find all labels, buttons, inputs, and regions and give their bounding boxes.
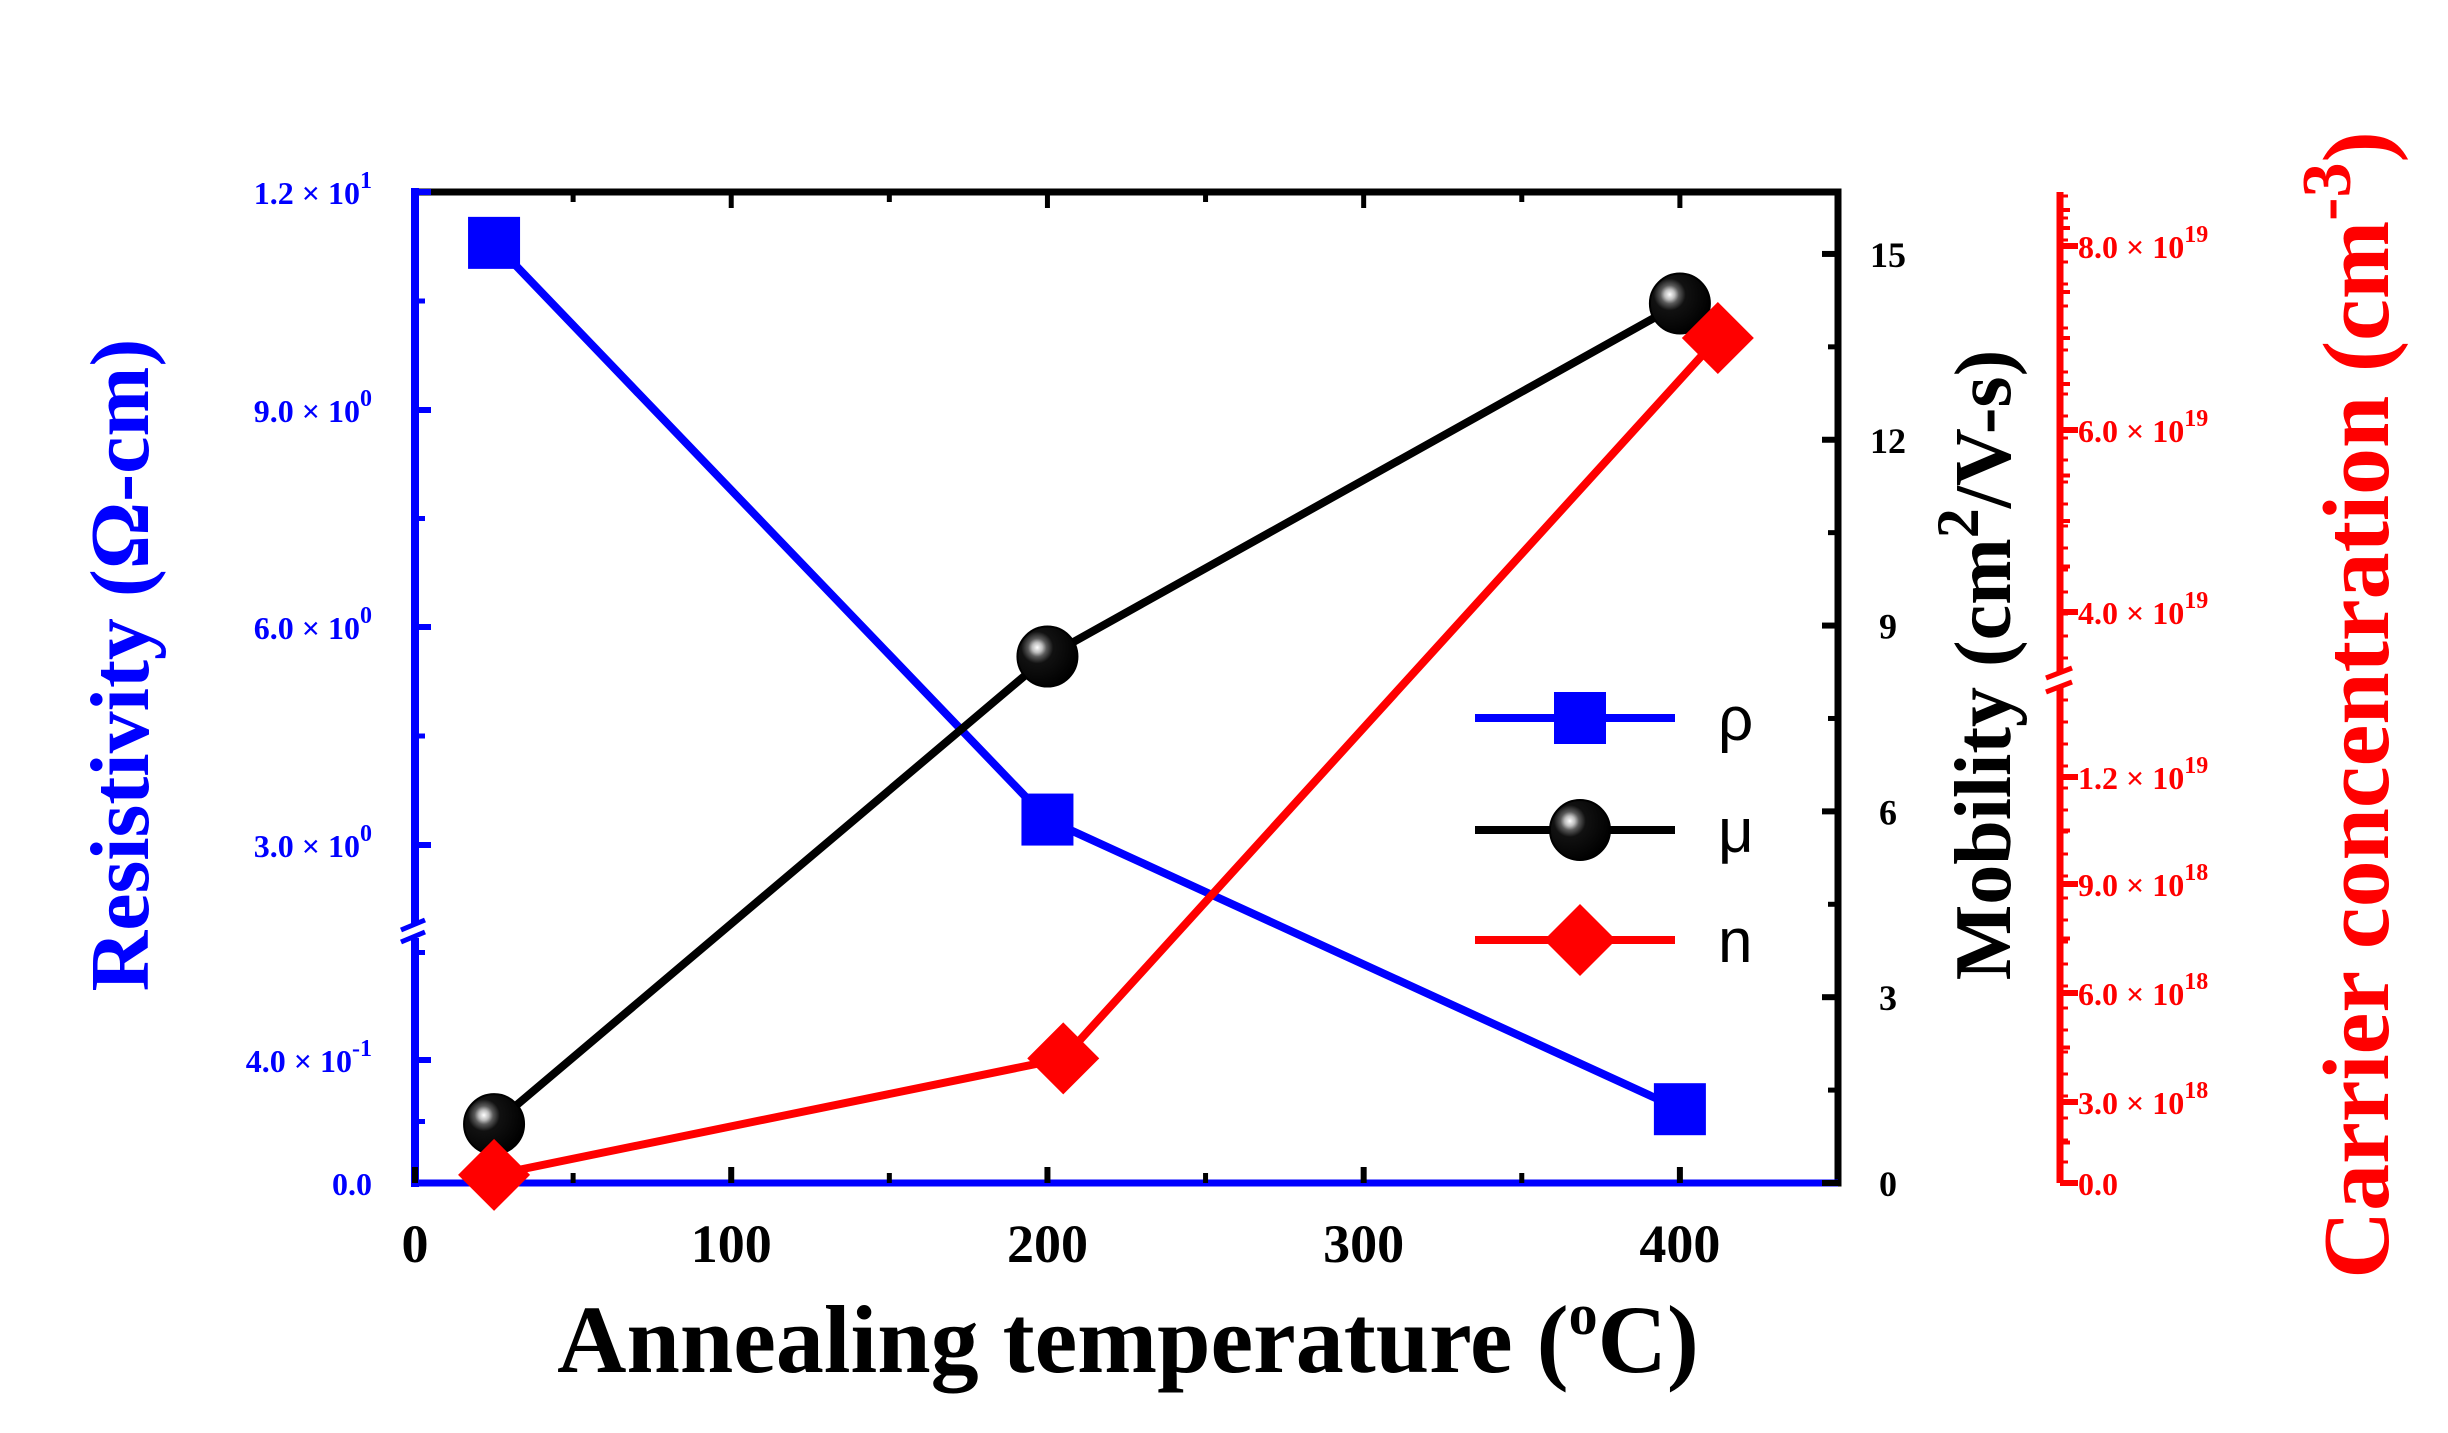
superscript: -3 [2289,163,2366,221]
mobility-tick-label: 0 [1879,1164,1897,1204]
legend-marker-diamond [1544,904,1616,976]
legend-label: n [1718,907,1752,976]
left-tick-label: 6.0 × 100 [254,603,372,646]
superscript: -1 [352,1036,372,1062]
x-tick-label: 200 [1007,1214,1088,1274]
superscript: o [1569,1282,1598,1347]
legend-marker-square [1554,692,1606,744]
superscript: 0 [360,821,372,847]
carrier-tick-label: 9.0 × 1018 [2078,860,2208,903]
plot-frame [411,188,1842,1187]
data-point-diamond [1027,1022,1100,1095]
mobility-tick-label: 6 [1879,792,1897,832]
x-tick-label: 0 [402,1214,429,1274]
carrier-tick-label: 4.0 × 1019 [2078,588,2208,631]
carrier-axis-break-mark [2045,679,2073,695]
carrier-tick-label: 0.0 [2078,1166,2118,1202]
text-span: 9.0 × 10 [254,393,360,429]
carrier-tick-label: 6.0 × 1018 [2078,969,2208,1012]
carrier-tick-label: 3.0 × 1018 [2078,1078,2208,1121]
text-span: 6.0 × 10 [2078,413,2184,449]
data-point-square [468,216,521,269]
legend-label: μ [1718,797,1754,866]
superscript: 19 [2184,406,2208,432]
superscript: 1 [360,168,372,194]
data-point-sphere [1016,625,1079,688]
superscript: 18 [2184,1078,2208,1104]
legend: ρμn [1475,685,1754,976]
text-span: 1.2 × 10 [254,175,360,211]
data-point-diamond [458,1138,531,1211]
legend-label: ρ [1718,685,1753,754]
text-span: 8.0 × 10 [2078,229,2184,265]
text-span: C) [1598,1286,1699,1393]
superscript: 19 [2184,222,2208,248]
mobility-tick-label: 12 [1870,421,1906,461]
text-span: 0.0 [2078,1166,2118,1202]
mobility-tick-label: 9 [1879,607,1897,647]
axes-layer [400,188,2078,1187]
series-layer [458,216,1754,1211]
left-tick-label: 3.0 × 100 [254,821,372,864]
text-span: 9.0 × 10 [2078,867,2184,903]
text-span: 3.0 × 10 [254,828,360,864]
superscript: 0 [360,386,372,412]
mobility-axis-title: Mobility (cm2/V-s) [1925,350,2028,981]
superscript: 19 [2184,588,2208,614]
x-tick-label: 100 [691,1214,772,1274]
series-line-diamond [493,335,1721,1179]
x-tick-label: 400 [1639,1214,1720,1274]
superscript: 18 [2184,969,2208,995]
left-tick-label: 4.0 × 10-1 [246,1036,372,1079]
left-axis-break-mark [400,929,426,945]
superscript: 2 [1925,508,1991,538]
series-line-square [491,240,1682,1113]
superscript: 19 [2184,753,2208,779]
text-span: Mobility (cm [1940,538,2028,980]
data-point-square [1021,793,1074,846]
text-span: /V-s) [1940,350,2028,509]
carrier-tick-label: 6.0 × 1019 [2078,406,2208,449]
legend-marker-sphere [1549,799,1611,861]
text-span: 4.0 × 10 [2078,595,2184,631]
data-point-sphere [1648,272,1711,335]
text-span: 6.0 × 10 [254,610,360,646]
left-tick-label: 1.2 × 101 [254,168,372,211]
left-tick-label: 0.0 [332,1166,372,1202]
data-point-diamond [1681,302,1754,374]
text-span: 4.0 × 10 [246,1043,352,1079]
mobility-tick-label: 3 [1879,978,1897,1018]
text-span: 3.0 × 10 [2078,1085,2184,1121]
text-span: 0.0 [332,1166,372,1202]
left-axis-title: Resistivity (Ω-cm) [74,339,167,992]
superscript: 18 [2184,860,2208,886]
text-span: 6.0 × 10 [2078,976,2184,1012]
carrier-tick-label: 1.2 × 1019 [2078,753,2208,796]
data-point-square [1653,1083,1706,1136]
text-span: Carrier concentration (cm [2305,221,2409,1279]
x-axis-title: Annealing temperature (oC) [557,1282,1699,1393]
left-tick-label: 9.0 × 100 [254,386,372,429]
carrier-tick-label: 8.0 × 1019 [2078,222,2208,265]
text-span: 1.2 × 10 [2078,760,2184,796]
text-span: Annealing temperature ( [557,1286,1568,1393]
left-axis-break-mark [400,917,426,933]
text-span: ) [2305,131,2409,162]
mobility-tick-label: 15 [1870,235,1906,275]
carrier-axis-break-mark [2045,665,2073,681]
superscript: 0 [360,603,372,629]
carrier-axis-title: Carrier concentration (cm-3) [2289,131,2409,1279]
x-tick-label: 300 [1323,1214,1404,1274]
